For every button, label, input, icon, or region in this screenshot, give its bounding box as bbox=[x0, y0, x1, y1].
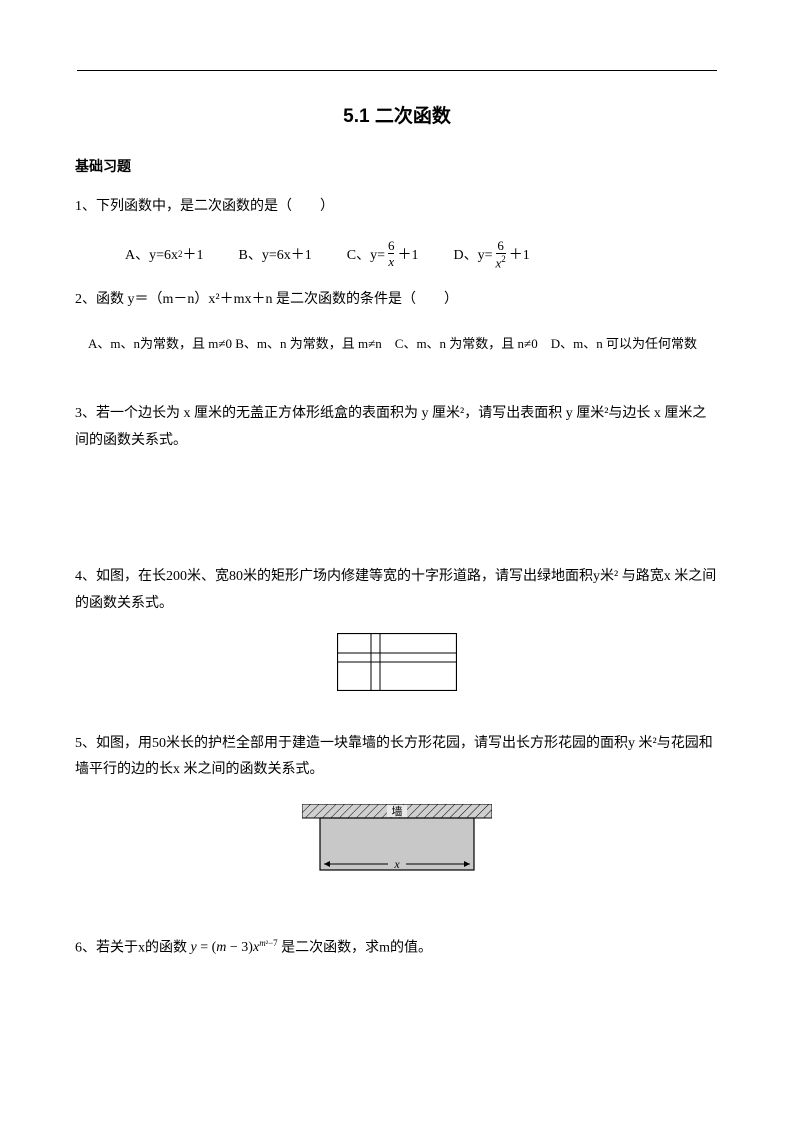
cross-road-diagram bbox=[337, 633, 457, 696]
header-rule bbox=[77, 70, 717, 71]
section-header: 基础习题 bbox=[75, 156, 719, 176]
question-4: 4、如图，在长200米、宽80米的矩形广场内修建等宽的十字形道路，请写出绿地面积… bbox=[75, 564, 719, 617]
question-1-options: A、y=6x2＋1 B、y=6x＋1 C、y= 6 x ＋1 D、y= 6 x2… bbox=[125, 239, 719, 269]
question-1: 1、下列函数中，是二次函数的是（ ） bbox=[75, 194, 719, 221]
question-2-options: A、m、n为常数，且 m≠0 B、m、n 为常数，且 m≠n C、m、n 为常数… bbox=[75, 332, 719, 357]
question-5: 5、如图，用50米长的护栏全部用于建造一块靠墙的长方形花园，请写出长方形花园的面… bbox=[75, 731, 719, 784]
fraction-d: 6 x2 bbox=[496, 239, 506, 269]
question-3: 3、若一个边长为 x 厘米的无盖正方体形纸盒的表面积为 y 厘米²，请写出表面积… bbox=[75, 401, 719, 454]
option-b: B、y=6x＋1 bbox=[239, 244, 312, 264]
question-2: 2、函数 y＝（m－n）x²＋mx＋n 是二次函数的条件是（ ） bbox=[75, 287, 719, 314]
x-label: x bbox=[393, 857, 400, 871]
question-6: 6、若关于x的函数 y = (m − 3)xm²−7 是二次函数，求m的值。 bbox=[75, 935, 719, 962]
option-a: A、y=6x2＋1 bbox=[125, 244, 204, 264]
wall-garden-diagram: 墙 x bbox=[302, 804, 492, 885]
wall-label: 墙 bbox=[392, 804, 403, 818]
fraction-c: 6 x bbox=[388, 239, 395, 268]
page-title: 5.1 二次函数 bbox=[75, 101, 719, 128]
option-c: C、y= 6 x ＋1 bbox=[347, 239, 419, 268]
option-d: D、y= 6 x2 ＋1 bbox=[453, 239, 529, 269]
